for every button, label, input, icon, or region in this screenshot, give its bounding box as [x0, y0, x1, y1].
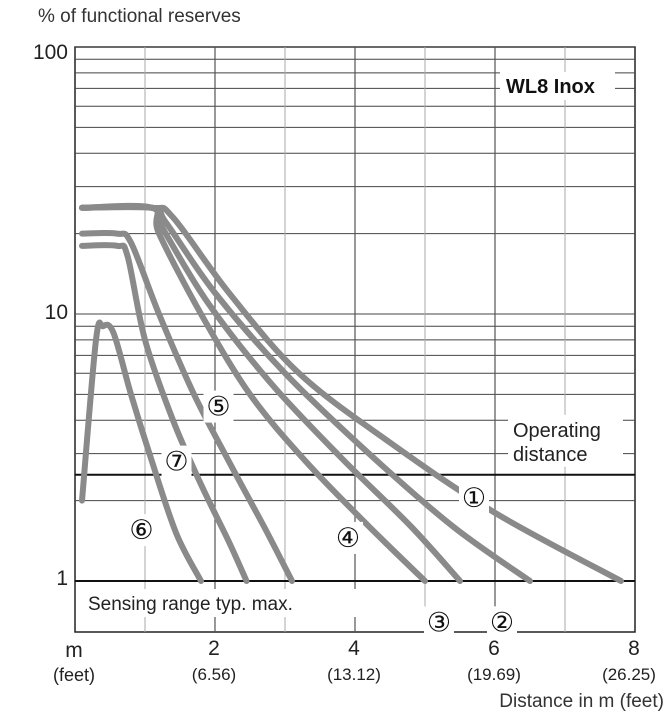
- series-marker-bg: [126, 514, 157, 547]
- x-tick-label-2: 2: [208, 637, 220, 660]
- series-marker-bg: [161, 445, 192, 478]
- series-marker-bg: [424, 606, 454, 639]
- operating-distance-label: Operating: [513, 420, 601, 442]
- x-tick-sublabel-2: (6.56): [191, 665, 237, 684]
- series-marker-bg: [487, 606, 517, 639]
- series-marker-4: ④: [336, 523, 360, 554]
- x-axis-label: Distance in m (feet): [499, 691, 664, 712]
- series-marker-3: ③: [427, 607, 451, 638]
- series-marker-5: ⑤: [206, 392, 230, 423]
- series-line-4: [79, 202, 428, 584]
- y-tick-label-10: 10: [44, 301, 68, 324]
- chart-title: % of functional reserves: [38, 6, 241, 27]
- series-marker-bg: [203, 390, 234, 423]
- x-tick-label-8: 8: [628, 637, 640, 660]
- series-marker-7: ⑥: [129, 515, 153, 546]
- legend-box: [500, 72, 615, 100]
- series-marker-bg: [459, 481, 489, 514]
- x-tick-label-4: 4: [348, 637, 360, 660]
- x-unit-label: m: [65, 639, 83, 662]
- sensing-range-label-bg: [82, 589, 364, 617]
- sensing-range-label: Sensing range typ. max.: [88, 594, 293, 615]
- y-tick-label-100: 100: [32, 41, 68, 64]
- x-tick-sublabel-8: (26.25): [602, 665, 656, 684]
- series-line-5: [79, 229, 295, 584]
- y-tick-label-1: 1: [56, 567, 68, 590]
- series-marker-6: ⑦: [164, 447, 188, 478]
- operating-distance-label-line2: distance: [513, 444, 588, 466]
- x-unit-sublabel: (feet): [52, 665, 95, 685]
- legend-label: WL8 Inox: [506, 76, 595, 98]
- series-line-7: [79, 319, 204, 584]
- x-tick-sublabel-4: (13.12): [327, 665, 381, 684]
- x-tick-label-6: 6: [488, 637, 500, 660]
- series-line-6: [79, 242, 250, 584]
- operating-distance-label-bg: [508, 414, 623, 467]
- series-marker-2: ②: [490, 607, 514, 638]
- series-marker-bg: [333, 521, 363, 554]
- x-tick-sublabel-6: (19.69): [467, 665, 521, 684]
- series-marker-1: ①: [462, 483, 486, 514]
